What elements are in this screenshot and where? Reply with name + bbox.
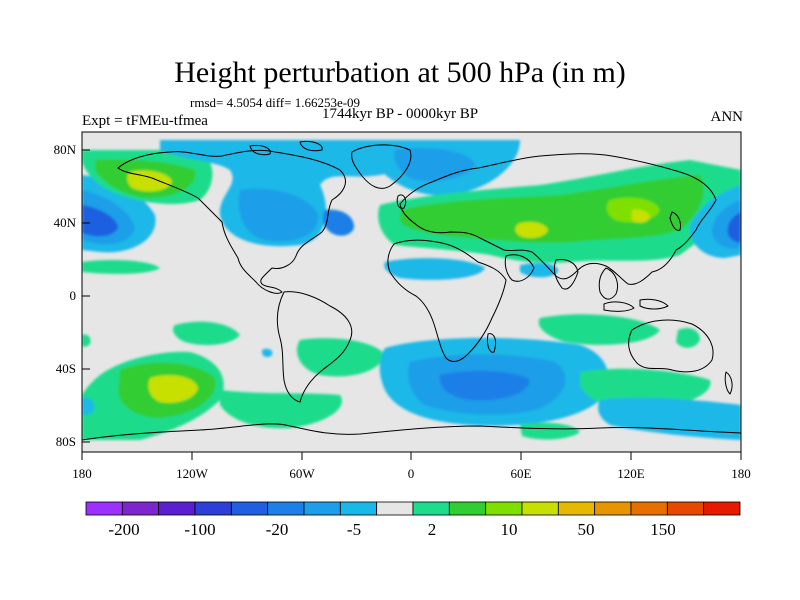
coast-madagascar <box>487 333 497 353</box>
coast-southeast-asia <box>598 267 619 300</box>
coast-greenland <box>351 144 412 189</box>
region-blue-3 <box>439 370 530 401</box>
region-lightblue-8 <box>598 397 741 440</box>
lat-axis: 80N 40N 0 40S 80S <box>54 142 90 449</box>
lon-axis: 180 120W 60W 0 60E 120E 180 <box>72 452 751 481</box>
colorbar-swatch <box>666 501 705 516</box>
lat-tick-label: 40S <box>56 361 76 376</box>
region-yellowgreen <box>127 170 172 192</box>
colorbar-swatch <box>485 501 523 516</box>
region-yellowgreen-3 <box>632 209 650 223</box>
lat-tick-label: 0 <box>70 288 77 303</box>
height-perturbation-field <box>82 132 741 452</box>
coast-south-america <box>276 291 353 403</box>
colorbar-swatch <box>630 501 668 516</box>
colorbar-swatch <box>703 501 741 516</box>
region-teal-10 <box>676 328 700 348</box>
coast-antarctica <box>82 423 741 441</box>
coast-indonesia-2 <box>639 298 669 310</box>
experiment-label: Expt = tFMEu-tfmea <box>82 113 208 129</box>
region-lightblue-5 <box>384 258 485 280</box>
coast-arctic-islands <box>249 141 323 156</box>
lon-tick-label: 60E <box>511 466 532 481</box>
lon-tick-label: 180 <box>731 466 751 481</box>
colorbar-label: 10 <box>501 520 518 539</box>
region-teal-6 <box>296 338 385 377</box>
coast-north-america <box>117 149 346 294</box>
colorbar-swatch <box>85 501 123 516</box>
lat-tick-label: 40N <box>54 215 77 230</box>
colorbar-swatch <box>594 501 632 516</box>
region-midblue-2 <box>238 188 319 242</box>
region-blue-2 <box>323 209 355 236</box>
colorbar-swatch <box>376 501 414 516</box>
season-label: ANN <box>710 109 744 125</box>
lon-tick-label: 180 <box>72 466 92 481</box>
region-teal-7 <box>173 321 240 346</box>
colorbar-label: -200 <box>108 520 139 539</box>
region-lightblue-6 <box>520 262 559 278</box>
colorbar-swatch <box>557 501 596 516</box>
colorbar-label: 150 <box>650 520 676 539</box>
plot-title: Height perturbation at 500 hPa (in m) <box>174 56 626 89</box>
coast-new-zealand <box>724 371 733 395</box>
colorbar-labels: -200 -100 -20 -5 2 10 50 150 <box>108 520 675 539</box>
colorbar-swatch <box>194 501 232 516</box>
colorbar-label: -5 <box>347 520 361 539</box>
lon-tick-label: 0 <box>408 466 415 481</box>
lon-tick-label: 120W <box>176 466 209 481</box>
colorbar-label: -20 <box>266 520 289 539</box>
region-teal-11 <box>82 334 91 347</box>
colorbar-swatch <box>303 501 341 516</box>
region-yellowgreen-4 <box>148 375 198 403</box>
colorbar-swatch <box>339 501 378 516</box>
coast-africa <box>387 239 507 362</box>
lon-tick-label: 60W <box>289 466 315 481</box>
colorbar-label: -100 <box>184 520 215 539</box>
lat-tick-label: 80S <box>56 434 76 449</box>
coast-australia <box>628 319 714 373</box>
coastlines <box>82 141 741 441</box>
region-green-2 <box>400 175 704 243</box>
region-deepblue <box>82 205 118 237</box>
region-lightblue-9 <box>82 397 95 416</box>
lon-tick-label: 120E <box>617 466 645 481</box>
colorbar-swatch <box>521 501 559 516</box>
region-teal-3 <box>82 260 160 274</box>
coast-uk <box>396 194 407 209</box>
colorbar <box>85 501 741 516</box>
colorbar-swatch <box>121 501 160 516</box>
region-lightblue-10 <box>262 348 273 358</box>
colorbar-label: 2 <box>428 520 437 539</box>
colorbar-swatch <box>230 501 269 516</box>
colorbar-swatch <box>412 501 450 516</box>
lat-tick-label: 80N <box>54 142 77 157</box>
coast-japan <box>669 211 681 231</box>
colorbar-label: 50 <box>578 520 595 539</box>
region-yellowgreen-2 <box>515 222 548 238</box>
colorbar-swatch <box>267 501 305 516</box>
coast-eurasia <box>399 153 717 285</box>
coast-indonesia-1 <box>603 301 635 312</box>
colorbar-swatch <box>158 501 196 516</box>
colorbar-swatch <box>448 501 487 516</box>
region-teal-5 <box>220 390 342 429</box>
region-deepblue-2 <box>727 212 741 243</box>
period-label: 1744kyr BP - 0000kyr BP <box>322 106 479 122</box>
stats-line: rmsd= 4.5054 diff= 1.66253e-09 <box>190 95 361 110</box>
coast-arabia <box>504 254 535 282</box>
coast-india <box>553 259 579 290</box>
region-teal-12 <box>520 422 580 440</box>
